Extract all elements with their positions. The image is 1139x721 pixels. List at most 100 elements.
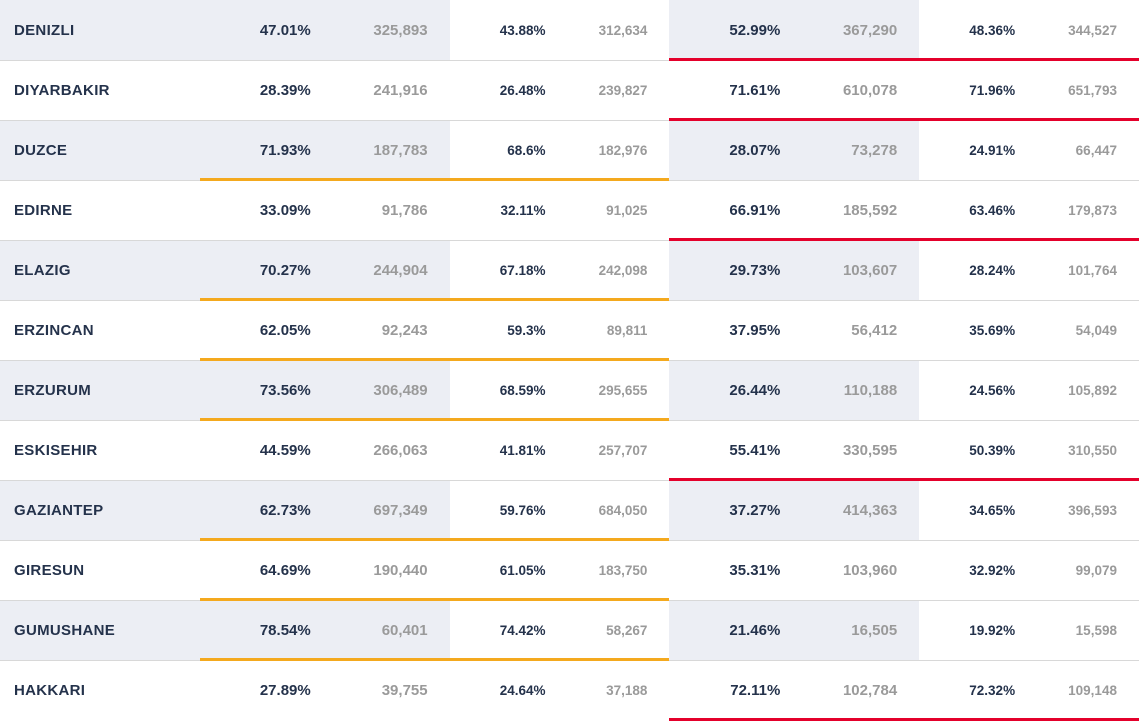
- percentage: 43.88%: [450, 23, 560, 38]
- count: 190,440: [325, 562, 450, 579]
- percentage: 62.73%: [200, 502, 325, 519]
- percentage: 63.46%: [919, 203, 1029, 218]
- count: 58,267: [560, 623, 670, 638]
- count: 102,784: [794, 682, 919, 699]
- percentage: 73.56%: [200, 382, 325, 399]
- count: 187,783: [325, 142, 450, 159]
- value-pair: 24.56%105,892: [919, 361, 1139, 420]
- province-name: GUMUSHANE: [0, 601, 200, 660]
- value-pair: 68.6%182,976: [450, 121, 670, 180]
- percentage: 71.96%: [919, 83, 1029, 98]
- value-pair: 33.09%91,786: [200, 181, 450, 240]
- percentage: 59.3%: [450, 323, 560, 338]
- percentage: 66.91%: [669, 202, 794, 219]
- value-pair: 26.48%239,827: [450, 61, 670, 120]
- table-row: ESKISEHIR44.59%266,06341.81%257,70755.41…: [0, 420, 1139, 480]
- value-pair: 63.46%179,873: [919, 181, 1139, 240]
- percentage: 19.92%: [919, 623, 1029, 638]
- percentage: 33.09%: [200, 202, 325, 219]
- value-pair: 28.39%241,916: [200, 61, 450, 120]
- table-row: HAKKARI27.89%39,75524.64%37,18872.11%102…: [0, 660, 1139, 720]
- value-pair: 37.27%414,363: [669, 481, 919, 540]
- percentage: 28.24%: [919, 263, 1029, 278]
- percentage: 26.48%: [450, 83, 560, 98]
- province-name: DIYARBAKIR: [0, 61, 200, 120]
- province-name: ELAZIG: [0, 241, 200, 300]
- count: 244,904: [325, 262, 450, 279]
- count: 325,893: [325, 22, 450, 39]
- count: 54,049: [1029, 323, 1139, 338]
- count: 266,063: [325, 442, 450, 459]
- count: 92,243: [325, 322, 450, 339]
- count: 37,188: [560, 683, 670, 698]
- percentage: 35.69%: [919, 323, 1029, 338]
- count: 91,025: [560, 203, 670, 218]
- value-pair: 64.69%190,440: [200, 541, 450, 600]
- table-row: DIYARBAKIR28.39%241,91626.48%239,82771.6…: [0, 60, 1139, 120]
- percentage: 32.92%: [919, 563, 1029, 578]
- percentage: 47.01%: [200, 22, 325, 39]
- count: 109,148: [1029, 683, 1139, 698]
- value-pair: 47.01%325,893: [200, 0, 450, 60]
- value-pair: 71.61%610,078: [669, 61, 919, 120]
- count: 110,188: [794, 382, 919, 399]
- table-row: ERZINCAN62.05%92,24359.3%89,81137.95%56,…: [0, 300, 1139, 360]
- count: 91,786: [325, 202, 450, 219]
- percentage: 27.89%: [200, 682, 325, 699]
- value-pair: 48.36%344,527: [919, 0, 1139, 60]
- count: 73,278: [794, 142, 919, 159]
- count: 103,960: [794, 562, 919, 579]
- value-pair: 35.69%54,049: [919, 301, 1139, 360]
- count: 179,873: [1029, 203, 1139, 218]
- results-table: DENIZLI47.01%325,89343.88%312,63452.99%3…: [0, 0, 1139, 720]
- table-row: GUMUSHANE78.54%60,40174.42%58,26721.46%1…: [0, 600, 1139, 660]
- count: 651,793: [1029, 83, 1139, 98]
- table-row: ELAZIG70.27%244,90467.18%242,09829.73%10…: [0, 240, 1139, 300]
- value-pair: 74.42%58,267: [450, 601, 670, 660]
- count: 396,593: [1029, 503, 1139, 518]
- province-name: DUZCE: [0, 121, 200, 180]
- value-pair: 59.76%684,050: [450, 481, 670, 540]
- province-name: ERZURUM: [0, 361, 200, 420]
- count: 56,412: [794, 322, 919, 339]
- value-pair: 71.96%651,793: [919, 61, 1139, 120]
- value-pair: 44.59%266,063: [200, 421, 450, 480]
- count: 66,447: [1029, 143, 1139, 158]
- percentage: 67.18%: [450, 263, 560, 278]
- value-pair: 21.46%16,505: [669, 601, 919, 660]
- count: 60,401: [325, 622, 450, 639]
- percentage: 55.41%: [669, 442, 794, 459]
- count: 16,505: [794, 622, 919, 639]
- count: 312,634: [560, 23, 670, 38]
- count: 89,811: [560, 323, 670, 338]
- value-pair: 29.73%103,607: [669, 241, 919, 300]
- percentage: 72.32%: [919, 683, 1029, 698]
- percentage: 68.59%: [450, 383, 560, 398]
- count: 99,079: [1029, 563, 1139, 578]
- value-pair: 24.91%66,447: [919, 121, 1139, 180]
- percentage: 70.27%: [200, 262, 325, 279]
- count: 39,755: [325, 682, 450, 699]
- percentage: 44.59%: [200, 442, 325, 459]
- table-row: EDIRNE33.09%91,78632.11%91,02566.91%185,…: [0, 180, 1139, 240]
- table-row: DENIZLI47.01%325,89343.88%312,63452.99%3…: [0, 0, 1139, 60]
- value-pair: 19.92%15,598: [919, 601, 1139, 660]
- province-name: HAKKARI: [0, 661, 200, 720]
- province-name: ERZINCAN: [0, 301, 200, 360]
- percentage: 26.44%: [669, 382, 794, 399]
- value-pair: 73.56%306,489: [200, 361, 450, 420]
- percentage: 72.11%: [669, 682, 794, 699]
- percentage: 24.56%: [919, 383, 1029, 398]
- value-pair: 34.65%396,593: [919, 481, 1139, 540]
- table-row: DUZCE71.93%187,78368.6%182,97628.07%73,2…: [0, 120, 1139, 180]
- value-pair: 70.27%244,904: [200, 241, 450, 300]
- count: 15,598: [1029, 623, 1139, 638]
- value-pair: 72.32%109,148: [919, 661, 1139, 720]
- value-pair: 62.73%697,349: [200, 481, 450, 540]
- value-pair: 61.05%183,750: [450, 541, 670, 600]
- value-pair: 26.44%110,188: [669, 361, 919, 420]
- value-pair: 27.89%39,755: [200, 661, 450, 720]
- count: 310,550: [1029, 443, 1139, 458]
- count: 684,050: [560, 503, 670, 518]
- table-row: GIRESUN64.69%190,44061.05%183,75035.31%1…: [0, 540, 1139, 600]
